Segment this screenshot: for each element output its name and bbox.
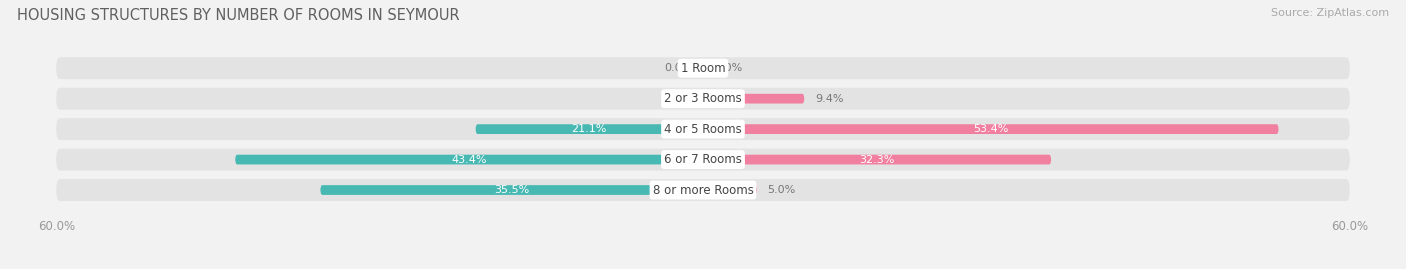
Text: 0.0%: 0.0%	[664, 63, 692, 73]
FancyBboxPatch shape	[56, 179, 1350, 201]
Legend: Owner-occupied, Renter-occupied: Owner-occupied, Renter-occupied	[568, 264, 838, 269]
Text: HOUSING STRUCTURES BY NUMBER OF ROOMS IN SEYMOUR: HOUSING STRUCTURES BY NUMBER OF ROOMS IN…	[17, 8, 460, 23]
FancyBboxPatch shape	[235, 155, 703, 164]
Text: 2 or 3 Rooms: 2 or 3 Rooms	[664, 92, 742, 105]
Text: 4 or 5 Rooms: 4 or 5 Rooms	[664, 123, 742, 136]
Text: 0.0%: 0.0%	[714, 63, 742, 73]
FancyBboxPatch shape	[703, 155, 1052, 164]
Text: 8 or more Rooms: 8 or more Rooms	[652, 183, 754, 197]
Text: 21.1%: 21.1%	[572, 124, 607, 134]
Text: 1 Room: 1 Room	[681, 62, 725, 75]
FancyBboxPatch shape	[703, 94, 804, 104]
Text: 5.0%: 5.0%	[768, 185, 796, 195]
FancyBboxPatch shape	[703, 124, 1278, 134]
Text: 32.3%: 32.3%	[859, 155, 894, 165]
FancyBboxPatch shape	[56, 118, 1350, 140]
Text: 6 or 7 Rooms: 6 or 7 Rooms	[664, 153, 742, 166]
Text: 53.4%: 53.4%	[973, 124, 1008, 134]
FancyBboxPatch shape	[321, 185, 703, 195]
Text: 9.4%: 9.4%	[815, 94, 844, 104]
FancyBboxPatch shape	[56, 148, 1350, 171]
Text: 0.0%: 0.0%	[664, 94, 692, 104]
FancyBboxPatch shape	[703, 185, 756, 195]
FancyBboxPatch shape	[56, 57, 1350, 79]
Text: 43.4%: 43.4%	[451, 155, 486, 165]
FancyBboxPatch shape	[475, 124, 703, 134]
Text: Source: ZipAtlas.com: Source: ZipAtlas.com	[1271, 8, 1389, 18]
Text: 35.5%: 35.5%	[494, 185, 529, 195]
FancyBboxPatch shape	[56, 88, 1350, 110]
